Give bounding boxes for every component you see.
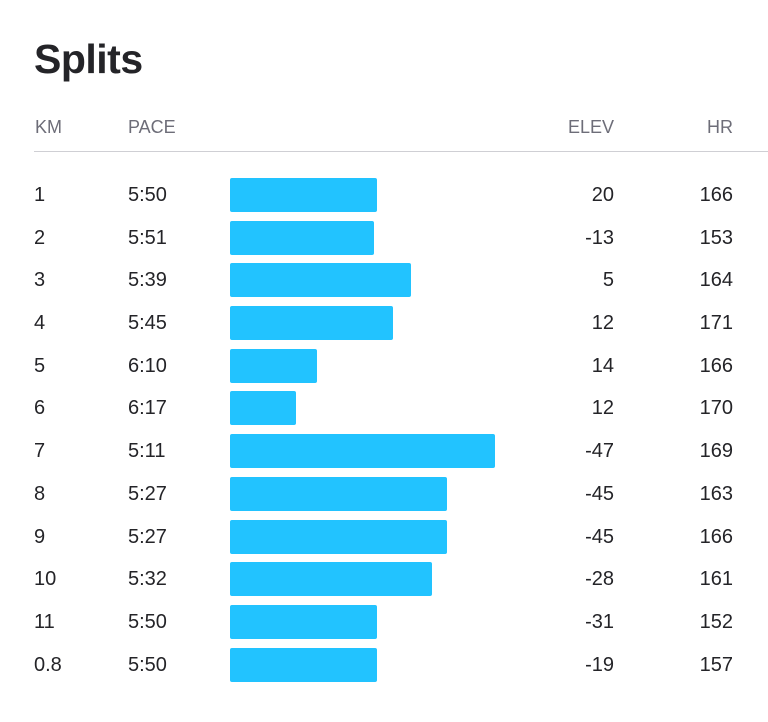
pace-bar (230, 476, 447, 511)
split-hr: 157 (699, 653, 733, 676)
split-row: 3 5:39 5 164 (0, 259, 768, 302)
split-pace: 5:50 (128, 184, 167, 206)
page-title: Splits (34, 36, 143, 82)
split-km: 0.8 (34, 653, 62, 676)
split-elev: 20 (591, 184, 614, 206)
split-row: 10 5:32 -28 161 (0, 558, 768, 601)
splits-table-body: 1 5:50 20 166 2 5:51 -13 153 3 5:39 5 164 4 5:45 12 171… (0, 174, 768, 686)
split-row: 0.8 5:50 -19 157 (0, 644, 768, 687)
split-row: 9 5:27 -45 166 (0, 516, 768, 559)
split-hr: 161 (699, 568, 733, 591)
split-elev: 14 (591, 354, 614, 377)
split-pace: 5:45 (128, 312, 167, 335)
split-km: 10 (34, 568, 57, 591)
split-elev: -45 (585, 482, 614, 505)
pace-bar (230, 434, 495, 469)
split-pace: 5:27 (128, 525, 167, 548)
split-hr: 153 (699, 226, 733, 249)
split-km: 6 (34, 397, 46, 420)
pace-bar (230, 604, 378, 639)
split-elev: -13 (585, 226, 614, 249)
column-header-pace: PACE (128, 117, 176, 137)
pace-bar (230, 647, 378, 682)
split-elev: 12 (591, 397, 614, 420)
split-row: 2 5:51 -13 153 (0, 217, 768, 260)
pace-bar (230, 220, 375, 255)
split-elev: -47 (585, 440, 614, 463)
split-km: 5 (34, 354, 46, 377)
split-pace: 6:17 (128, 397, 167, 420)
split-hr: 166 (699, 184, 733, 206)
split-elev: 5 (602, 269, 614, 292)
split-hr: 163 (699, 482, 733, 505)
split-km: 9 (34, 525, 46, 548)
split-hr: 152 (699, 610, 733, 633)
split-row: 5 6:10 14 166 (0, 345, 768, 388)
split-hr: 171 (699, 312, 733, 335)
split-pace: 5:27 (128, 482, 167, 505)
split-pace: 5:32 (128, 568, 167, 591)
split-elev: -19 (585, 653, 614, 676)
split-pace: 5:50 (128, 653, 167, 676)
split-elev: -31 (585, 610, 614, 633)
split-row: 4 5:45 12 171 (0, 302, 768, 345)
split-row: 8 5:27 -45 163 (0, 473, 768, 516)
pace-bar (230, 391, 296, 426)
column-header-hr: HR (707, 117, 733, 137)
split-elev: -28 (585, 568, 614, 591)
column-header-km: KM (35, 117, 62, 137)
split-row: 7 5:11 -47 169 (0, 430, 768, 473)
split-hr: 166 (699, 354, 733, 377)
split-elev: 12 (591, 312, 614, 335)
header-divider (34, 151, 768, 152)
split-hr: 169 (699, 440, 733, 463)
splits-table-header: KM PACE ELEV HR (0, 114, 768, 140)
split-km: 4 (34, 312, 46, 335)
pace-bar (230, 562, 432, 597)
pace-bar (230, 263, 411, 298)
split-row: 6 6:17 12 170 (0, 387, 768, 430)
split-row: 1 5:50 20 166 (0, 174, 768, 217)
split-elev: -45 (585, 525, 614, 548)
split-km: 8 (34, 482, 46, 505)
column-header-elev: ELEV (567, 117, 614, 137)
split-hr: 166 (699, 525, 733, 548)
split-pace: 6:10 (128, 354, 167, 377)
pace-bar (230, 178, 378, 212)
split-km: 1 (34, 184, 46, 206)
split-hr: 164 (699, 269, 733, 292)
split-pace: 5:51 (128, 226, 167, 249)
pace-bar (230, 519, 447, 554)
split-pace: 5:11 (128, 440, 166, 463)
split-pace: 5:50 (128, 610, 167, 633)
split-km: 11 (34, 610, 55, 633)
pace-bar (230, 306, 393, 341)
split-km: 7 (34, 440, 46, 463)
pace-bar (230, 348, 318, 383)
split-km: 2 (34, 226, 46, 249)
split-row: 11 5:50 -31 152 (0, 601, 768, 644)
split-km: 3 (34, 269, 46, 292)
split-pace: 5:39 (128, 269, 167, 292)
split-hr: 170 (699, 397, 733, 420)
